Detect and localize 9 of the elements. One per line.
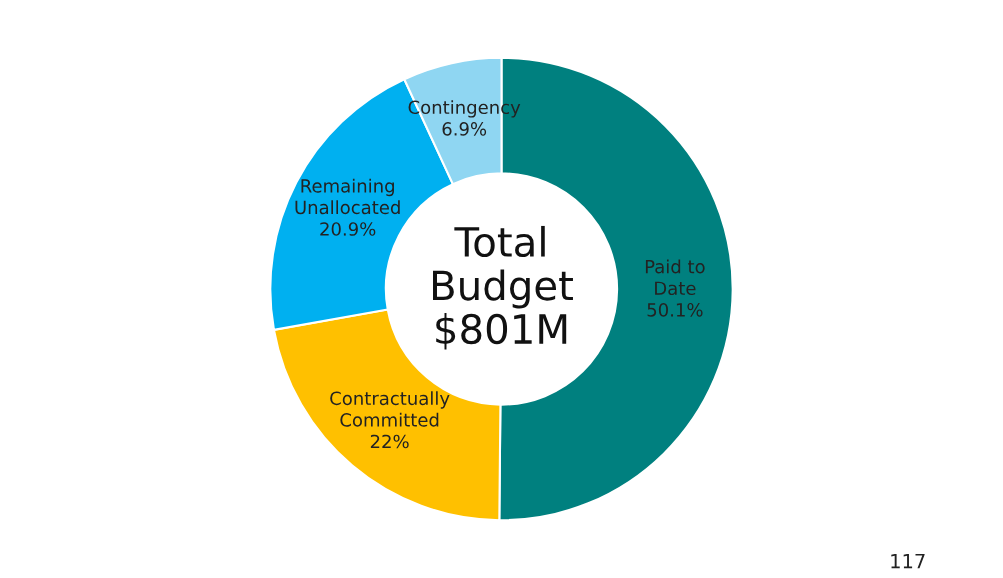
data-label: 50.1%: [647, 302, 703, 317]
slice-label: Contractually Committed: [330, 391, 450, 427]
data-label: 20.9%: [320, 222, 376, 236]
text: 117: [891, 554, 925, 569]
slice-label: Paid to Date: [645, 259, 705, 296]
data-label: 22%: [370, 434, 409, 449]
text: Total Budget $801M: [433, 225, 573, 350]
slice-label: Remaining Unallocated: [295, 178, 400, 215]
data-label: 6.9%: [442, 122, 487, 136]
